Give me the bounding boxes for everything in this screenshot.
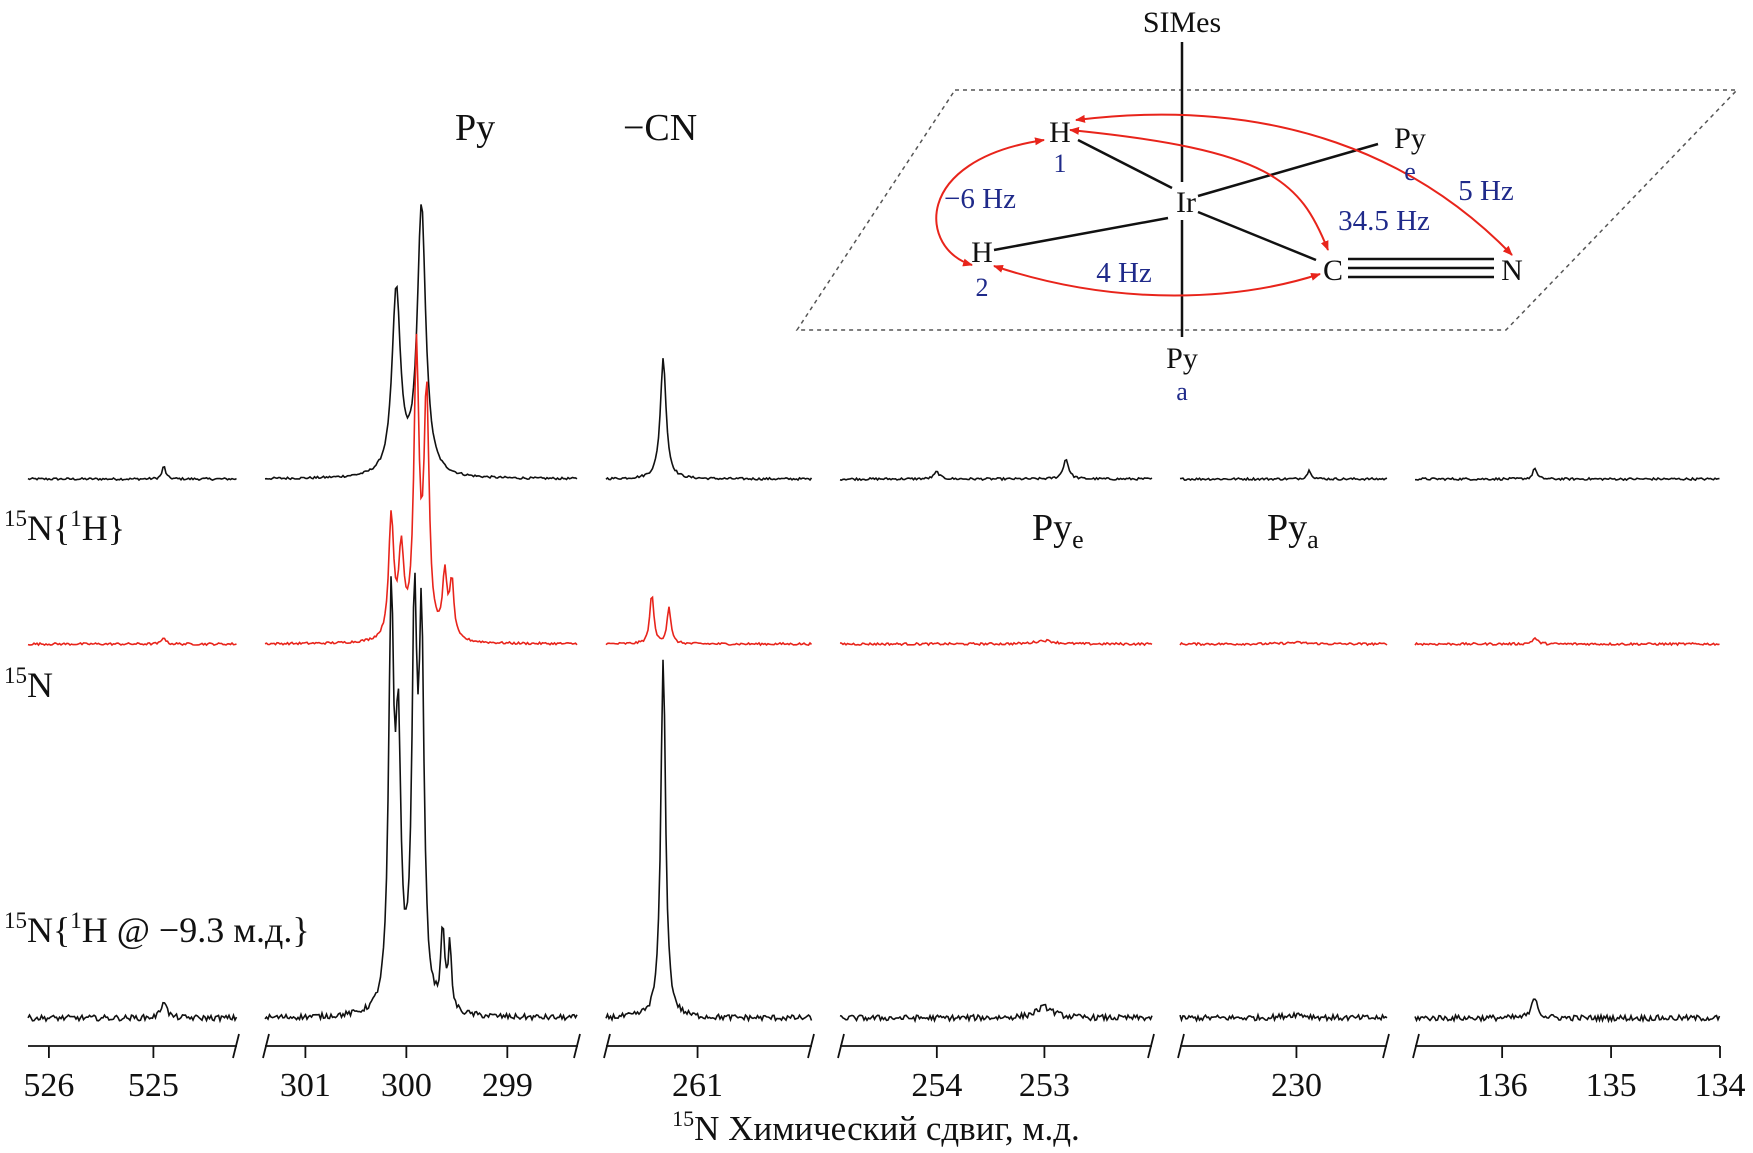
spectrum-trace-1-segment-4 [839, 458, 1153, 482]
axis-tick-label-261: 261 [672, 1067, 723, 1104]
axis-tick-label-230: 230 [1271, 1067, 1322, 1104]
spectrum-trace-2-segment-3 [605, 595, 813, 647]
axis-tick-label-136: 136 [1477, 1067, 1528, 1104]
ligand-simes: SIMes [1143, 6, 1221, 39]
spectrum-trace-3-segment-5 [1179, 1010, 1388, 1023]
trace-label-selective: 15N{1H @ −9.3 м.д.} [4, 908, 310, 950]
spectrum-trace-3-segment-4 [839, 1003, 1153, 1024]
peak-label-cn: −CN [623, 107, 697, 149]
spectrum-trace-1-segment-6 [1415, 467, 1720, 482]
axis-break-right-4 [1147, 1033, 1155, 1059]
spectrum-trace-2-segment-6 [1414, 636, 1720, 647]
ligand-py-e-position: e [1404, 157, 1416, 186]
bond-ir-c [1197, 210, 1317, 262]
atom-h2: H [971, 236, 993, 269]
spectrum-trace-3-segment-6 [1414, 998, 1721, 1024]
spectrum-trace-2-segment-4 [839, 638, 1153, 647]
trace-label-coupled: 15N [4, 663, 53, 705]
axis-tick-label-135: 135 [1586, 1067, 1637, 1104]
ligand-py-a-position: a [1176, 377, 1188, 406]
axis-break-left-3 [603, 1033, 611, 1059]
spectrum-trace-3-segment-3 [605, 659, 813, 1023]
axis-break-left-6 [1412, 1033, 1420, 1059]
axis-tick-label-300: 300 [381, 1067, 432, 1104]
axis-break-right-2 [573, 1033, 581, 1059]
atom-ir: Ir [1176, 186, 1196, 219]
spectrum-trace-2-segment-1 [27, 637, 237, 647]
axis-tick-label-254: 254 [911, 1067, 962, 1104]
x-axis: 526 525 301 300 299 261 254 253 230 136 135 134 [23, 1033, 1746, 1104]
spectrum-trace-1-segment-2 [264, 204, 578, 481]
axis-tick-label-526: 526 [23, 1067, 74, 1104]
ligand-py-e: Py [1394, 122, 1426, 155]
spectrum-trace-1-segment-5 [1179, 468, 1388, 482]
coupling-label-h1-c: 34.5 Hz [1338, 205, 1430, 237]
axis-tick-label-253: 253 [1019, 1067, 1070, 1104]
coupling-arrow-h1-n [1075, 113, 1513, 256]
spectrum-trace-3-segment-1 [27, 1001, 238, 1024]
peak-label-py-a: Pya [1267, 507, 1319, 554]
peak-label-py-e: Pye [1032, 507, 1084, 554]
peak-label-py: Py [455, 107, 495, 149]
bond-ir-h2 [993, 216, 1169, 252]
spectrum-trace-2-segment-5 [1179, 640, 1388, 647]
axis-tick-label-299: 299 [482, 1067, 533, 1104]
coupling-arrow-h1-h2 [935, 137, 1045, 267]
complex-diagram: SIMes Ir H 1 H 2 Py e Py a C N −6 Hz 34.… [795, 6, 1739, 406]
axis-break-left-5 [1177, 1033, 1185, 1059]
bond-ir-h1 [1077, 138, 1173, 190]
coupling-label-h1-n: 5 Hz [1458, 175, 1514, 207]
coupling-arrow-h2-c [993, 265, 1321, 297]
spectrum-trace-3-segment-2 [264, 572, 578, 1022]
spectrum-trace-1-segment-1 [27, 465, 237, 482]
atom-h1-number: 1 [1054, 149, 1067, 178]
ligand-py-a: Py [1166, 342, 1198, 375]
axis-tick-label-525: 525 [128, 1067, 179, 1104]
x-axis-title: 15N Химический сдвиг, м.д. [672, 1106, 1080, 1148]
coupling-arrow-h1-c [1069, 126, 1329, 251]
coupling-label-h1-h2: −6 Hz [944, 183, 1016, 215]
equatorial-plane [795, 89, 1739, 331]
axis-break-left-4 [837, 1033, 845, 1059]
axis-break-left-2 [262, 1033, 270, 1059]
atom-h1: H [1049, 116, 1071, 149]
trace-label-decoupled: 15N{1H} [4, 506, 125, 548]
axis-tick-label-134: 134 [1695, 1067, 1746, 1104]
atom-h2-number: 2 [976, 273, 989, 302]
coupling-label-h2-c: 4 Hz [1096, 257, 1152, 289]
spectrum-trace-1-segment-3 [605, 358, 813, 482]
spectrum-trace-2-segment-2 [264, 333, 578, 646]
atom-n: N [1501, 254, 1523, 287]
axis-break-right-1 [232, 1033, 240, 1059]
axis-break-right-3 [807, 1033, 815, 1059]
axis-break-right-5 [1382, 1033, 1390, 1059]
spectra-traces [27, 204, 1721, 1024]
atom-c: C [1323, 254, 1343, 287]
axis-tick-label-301: 301 [280, 1067, 331, 1104]
